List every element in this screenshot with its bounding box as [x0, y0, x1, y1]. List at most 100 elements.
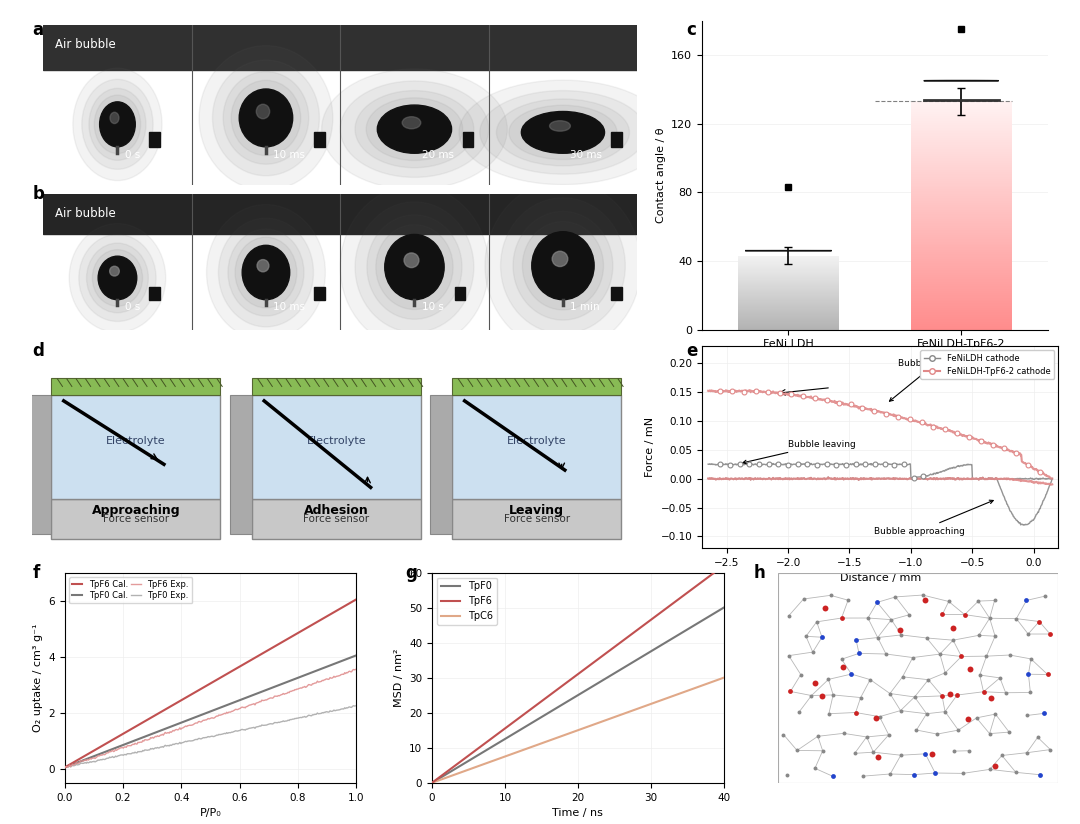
- Point: [905, 768, 922, 781]
- Bar: [910, 235, 1012, 236]
- TpF0: [426, 778, 438, 788]
- Point: [977, 649, 995, 662]
- Bar: [910, 273, 1012, 274]
- Point: [1018, 747, 1036, 760]
- Point: [917, 747, 934, 761]
- Bar: [910, 326, 1012, 327]
- Point: [962, 662, 980, 676]
- Point: [948, 688, 966, 701]
- Bar: [910, 294, 1012, 295]
- Point: [916, 594, 933, 607]
- Bar: [910, 274, 1012, 275]
- Point: [887, 590, 904, 603]
- Point: [908, 723, 926, 737]
- Bar: [910, 187, 1012, 188]
- Point: [824, 688, 841, 701]
- Bar: [910, 293, 1012, 294]
- Ellipse shape: [497, 99, 630, 166]
- Bar: [910, 218, 1012, 219]
- Point: [955, 767, 972, 780]
- Line: TpF6: TpF6: [432, 565, 724, 783]
- Bar: [910, 317, 1012, 318]
- Point: [918, 631, 935, 644]
- Text: Bubble adhesion: Bubble adhesion: [890, 359, 973, 401]
- X-axis label: Distance / mm: Distance / mm: [839, 574, 921, 583]
- Text: 10 s: 10 s: [422, 302, 444, 312]
- TpF0 Cal.: [231, 696, 244, 706]
- TpF0 Cal.: [350, 650, 363, 660]
- Point: [1018, 709, 1036, 722]
- Point: [918, 707, 935, 720]
- Bar: [910, 170, 1012, 171]
- Point: [949, 723, 967, 737]
- TpF0 Cal.: [59, 762, 72, 772]
- Point: [774, 728, 792, 741]
- Ellipse shape: [376, 225, 454, 310]
- TpF6 Exp.: [350, 664, 363, 674]
- TpF6: [690, 581, 703, 591]
- TpF0 Exp.: [232, 726, 245, 736]
- Point: [940, 595, 957, 608]
- Point: [1020, 627, 1037, 640]
- TpF0 Cal.: [232, 695, 245, 705]
- Point: [847, 706, 864, 719]
- Bar: [910, 115, 1012, 116]
- Bar: [910, 269, 1012, 270]
- Point: [877, 648, 894, 661]
- TpC6: [426, 778, 438, 788]
- Bar: [910, 197, 1012, 199]
- Point: [780, 610, 797, 623]
- Point: [981, 727, 998, 740]
- Bar: [910, 161, 1012, 162]
- Bar: [910, 194, 1012, 195]
- Bar: [910, 146, 1012, 147]
- Bar: [910, 203, 1012, 204]
- Point: [933, 690, 950, 703]
- Bar: [910, 154, 1012, 155]
- Bar: [910, 283, 1012, 284]
- Bar: [910, 167, 1012, 169]
- Ellipse shape: [366, 98, 462, 161]
- Bar: [910, 305, 1012, 306]
- TpF6: [604, 645, 617, 655]
- Bar: [910, 129, 1012, 130]
- Text: Force sensor: Force sensor: [503, 514, 570, 524]
- TpF6 Exp.: [59, 761, 72, 771]
- Bar: [910, 164, 1012, 165]
- Point: [923, 747, 941, 761]
- Bar: [910, 162, 1012, 163]
- Bar: [910, 252, 1012, 253]
- TpF6: [426, 778, 438, 788]
- Ellipse shape: [218, 218, 313, 327]
- TpF0 Cal.: [323, 661, 336, 671]
- Ellipse shape: [513, 211, 612, 320]
- Point: [931, 648, 948, 661]
- Bar: [910, 285, 1012, 286]
- TpF0: [427, 777, 440, 787]
- Bar: [910, 275, 1012, 276]
- Text: Electrolyte: Electrolyte: [507, 436, 567, 447]
- Bar: [910, 156, 1012, 157]
- Text: 0 s: 0 s: [125, 150, 140, 160]
- Bar: [910, 122, 1012, 123]
- Y-axis label: Contact angle / θ: Contact angle / θ: [656, 128, 665, 222]
- Point: [1031, 768, 1049, 781]
- TpF6 Exp.: [323, 674, 336, 684]
- Point: [1030, 615, 1048, 628]
- Point: [788, 744, 806, 757]
- Ellipse shape: [242, 246, 289, 300]
- TpF6: [599, 648, 612, 658]
- Bar: [910, 245, 1012, 246]
- Bar: [910, 117, 1012, 119]
- Bar: [910, 237, 1012, 238]
- Point: [934, 608, 951, 621]
- Ellipse shape: [89, 88, 146, 161]
- Point: [904, 651, 921, 664]
- Bar: [910, 166, 1012, 167]
- Point: [858, 730, 875, 743]
- Bar: [910, 111, 1012, 113]
- Bar: [910, 188, 1012, 190]
- Bar: [910, 258, 1012, 259]
- Bar: [910, 249, 1012, 250]
- TpC6: [604, 714, 617, 723]
